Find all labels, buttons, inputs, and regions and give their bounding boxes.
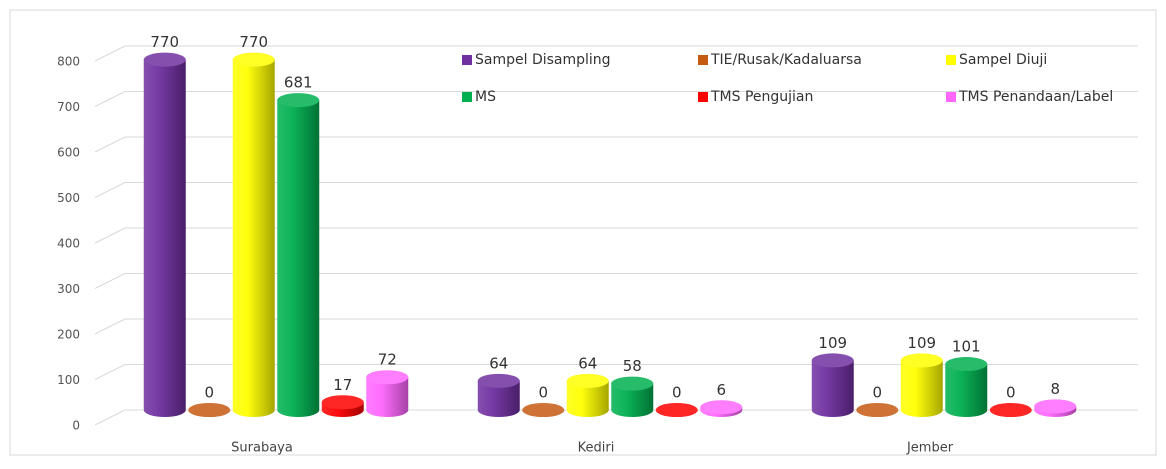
- bar-body: [277, 100, 320, 418]
- data-label: 0: [538, 384, 548, 402]
- legend-label: TMS Penandaan/Label: [958, 89, 1113, 105]
- bar: [232, 52, 275, 418]
- grid-line: [94, 136, 1138, 153]
- grid-line: [94, 364, 1138, 380]
- bar-body: [900, 360, 943, 417]
- data-label: 101: [952, 338, 981, 356]
- grid-line: [94, 227, 1138, 244]
- bar: [700, 400, 743, 417]
- bar: [143, 52, 186, 418]
- grid-line: [94, 318, 1138, 335]
- bar-top: [477, 373, 520, 388]
- bar-top: [566, 373, 609, 388]
- x-tick-label: Jember: [906, 441, 954, 456]
- bar-body: [366, 377, 409, 417]
- bar-body: [611, 383, 654, 417]
- x-tick-label: Kediri: [578, 441, 615, 456]
- data-label: 0: [872, 384, 882, 402]
- bar: [856, 403, 899, 417]
- grid-line: [94, 409, 1138, 426]
- bar-top: [321, 395, 364, 410]
- data-label: 770: [150, 33, 179, 51]
- data-label: 0: [204, 384, 214, 402]
- y-tick-label: 600: [57, 146, 80, 160]
- bar: [321, 395, 364, 417]
- legend-label: TMS Pengujian: [710, 89, 813, 105]
- data-label: 109: [818, 334, 847, 352]
- bar: [811, 353, 854, 417]
- data-label: 8: [1050, 380, 1060, 398]
- y-tick-label: 200: [57, 328, 80, 342]
- y-tick-label: 500: [57, 191, 80, 205]
- bar-body: [566, 380, 609, 417]
- bar: [989, 403, 1032, 417]
- y-tick-label: 800: [57, 55, 80, 69]
- bar: [188, 403, 231, 417]
- bar: [477, 373, 520, 417]
- legend-swatch: [698, 55, 708, 65]
- x-tick-label: Surabaya: [231, 441, 293, 456]
- bar-top: [900, 353, 943, 368]
- bar-top: [989, 403, 1032, 417]
- bar-body: [477, 380, 520, 417]
- data-label: 0: [672, 384, 682, 402]
- bar: [566, 373, 609, 417]
- y-tick-label: 0: [72, 419, 80, 433]
- bar-body: [143, 59, 186, 418]
- bar-body: [232, 59, 275, 418]
- data-label: 64: [578, 354, 597, 372]
- bar-top: [611, 376, 654, 391]
- bar-top: [522, 403, 565, 417]
- bar-top: [366, 370, 409, 385]
- bar-top: [277, 93, 320, 108]
- bar-top: [811, 353, 854, 368]
- data-label: 72: [378, 351, 397, 369]
- bar: [366, 370, 409, 417]
- legend-swatch: [462, 55, 472, 65]
- legend-swatch: [698, 92, 708, 102]
- bar-top: [1034, 399, 1077, 414]
- bar-body: [811, 360, 854, 417]
- y-tick-label: 300: [57, 282, 80, 296]
- legend-swatch: [946, 92, 956, 102]
- data-label: 770: [239, 33, 268, 51]
- data-label: 58: [623, 357, 642, 375]
- legend-label: MS: [475, 89, 496, 105]
- data-label: 0: [1006, 384, 1016, 402]
- bar-top: [232, 52, 275, 67]
- grid-line: [94, 273, 1138, 289]
- legend-label: Sampel Disampling: [475, 52, 611, 68]
- bar-top: [945, 357, 988, 372]
- grid-line: [94, 182, 1138, 198]
- bar-top: [856, 403, 899, 417]
- y-tick-label: 700: [57, 100, 80, 114]
- bar: [611, 376, 654, 417]
- legend-label: TIE/Rusak/Kadaluarsa: [710, 52, 862, 68]
- bar-top: [188, 403, 231, 417]
- data-label: 17: [333, 376, 352, 394]
- bar: [655, 403, 698, 417]
- bar-top: [655, 403, 698, 417]
- legend-swatch: [462, 92, 472, 102]
- data-label: 6: [716, 381, 726, 399]
- grid-line: [94, 45, 1138, 62]
- bar: [277, 93, 320, 418]
- bar: [1034, 399, 1077, 417]
- bar: [945, 357, 988, 417]
- bar-top: [143, 52, 186, 67]
- data-label: 681: [284, 74, 313, 92]
- bar: [900, 353, 943, 417]
- data-label: 109: [907, 334, 936, 352]
- y-tick-label: 100: [57, 373, 80, 387]
- y-tick-label: 400: [57, 237, 80, 251]
- bar-body: [945, 364, 988, 417]
- bar: [522, 403, 565, 417]
- legend-swatch: [946, 55, 956, 65]
- bar-top: [700, 400, 743, 415]
- data-label: 64: [489, 354, 508, 372]
- grid-line: [94, 91, 1138, 107]
- legend-label: Sampel Diuji: [959, 52, 1047, 68]
